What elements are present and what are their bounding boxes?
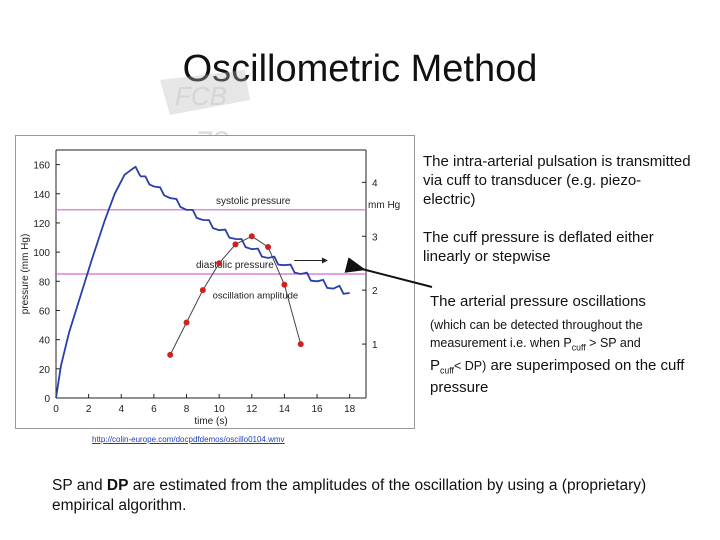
y-tick-label: 60: [39, 306, 51, 317]
x-tick-label: 14: [279, 404, 291, 415]
note-sub-cuff-1: cuff: [571, 342, 586, 353]
pressure-chart: 0 20 40 60 80 100 120 140 160 0 2 4 6 8 10 12 14 16 18 1 2 3 4…: [15, 135, 415, 429]
x-tick-label: 8: [184, 404, 190, 415]
y-tick-label: 20: [39, 365, 51, 376]
x-tick-label: 12: [246, 404, 258, 415]
x-tick-label: 4: [118, 404, 124, 415]
y-tick-label: 160: [33, 161, 50, 172]
oscillation-amplitude-point: [232, 241, 239, 248]
note-detail-part4: are superimposed on the cuff pressure: [430, 356, 685, 397]
oscillation-amplitude-point: [216, 260, 223, 267]
oscillation-amplitude-point: [183, 319, 190, 326]
oscillation-amplitude-point: [297, 341, 304, 348]
y2-axis-label: mm Hg: [368, 200, 400, 211]
note-detail-part3: < DP): [453, 358, 487, 373]
x-tick-label: 6: [151, 404, 157, 415]
x-tick-label: 18: [344, 404, 356, 415]
y-tick-label: 100: [33, 248, 50, 259]
reference-line-label: diastolic pressure: [196, 260, 274, 271]
bottom-text-suffix: are estimated from the amplitudes of the…: [52, 477, 647, 514]
y-tick-label: 120: [33, 219, 50, 230]
note-detail-part1: (which can be detected throughout the me…: [430, 318, 643, 350]
note-sub-cuff-2: cuff: [440, 365, 454, 375]
svg-text:FCB: FCB: [175, 81, 227, 111]
annotation-oscillation-amplitude: oscillation amplitude: [213, 290, 299, 301]
bottom-text-prefix: SP and: [52, 477, 107, 494]
x-tick-label: 2: [86, 404, 92, 415]
y-tick-label: 0: [44, 394, 50, 405]
note-oscillations-title: The arterial pressure oscillations: [430, 293, 646, 310]
y-tick-label: 40: [39, 336, 51, 347]
annotation-arrow-head: [321, 257, 328, 264]
bottom-text-dp: DP: [106, 477, 129, 494]
oscillation-amplitude-point: [265, 244, 272, 251]
x-tick-label: 16: [311, 404, 323, 415]
x-tick-label: 10: [214, 404, 226, 415]
y2-tick-label: 2: [372, 286, 378, 297]
x-axis-label: time (s): [194, 416, 227, 427]
y2-tick-label: 3: [372, 232, 378, 243]
note-oscillations-detail: (which can be detected throughout the me…: [430, 316, 710, 397]
y2-tick-label: 1: [372, 340, 378, 351]
oscillation-amplitude-point: [281, 281, 288, 288]
note-pulsation: The intra-arterial pulsation is transmit…: [423, 153, 691, 208]
slide-title: Oscillometric Method: [182, 48, 538, 90]
bottom-summary: SP and DP are estimated from the amplitu…: [52, 476, 682, 516]
y2-tick-label: 4: [372, 178, 378, 189]
x-tick-label: 0: [53, 404, 59, 415]
source-link[interactable]: http://colin-europe.com/docpdfdemos/osci…: [92, 435, 285, 444]
note-deflation: The cuff pressure is deflated either lin…: [423, 229, 654, 265]
note-detail-part2: > SP and: [585, 336, 641, 350]
y-tick-label: 80: [39, 277, 51, 288]
y-tick-label: 140: [33, 190, 50, 201]
series-line-cuff-pressure: [55, 165, 350, 399]
reference-line-label: systolic pressure: [216, 196, 291, 207]
oscillation-amplitude-point: [199, 287, 206, 294]
note-p-letter: P: [430, 356, 441, 374]
oscillation-amplitude-point: [248, 233, 255, 240]
y-axis-label: pressure (mm Hg): [20, 234, 31, 315]
oscillation-amplitude-point: [167, 351, 174, 358]
